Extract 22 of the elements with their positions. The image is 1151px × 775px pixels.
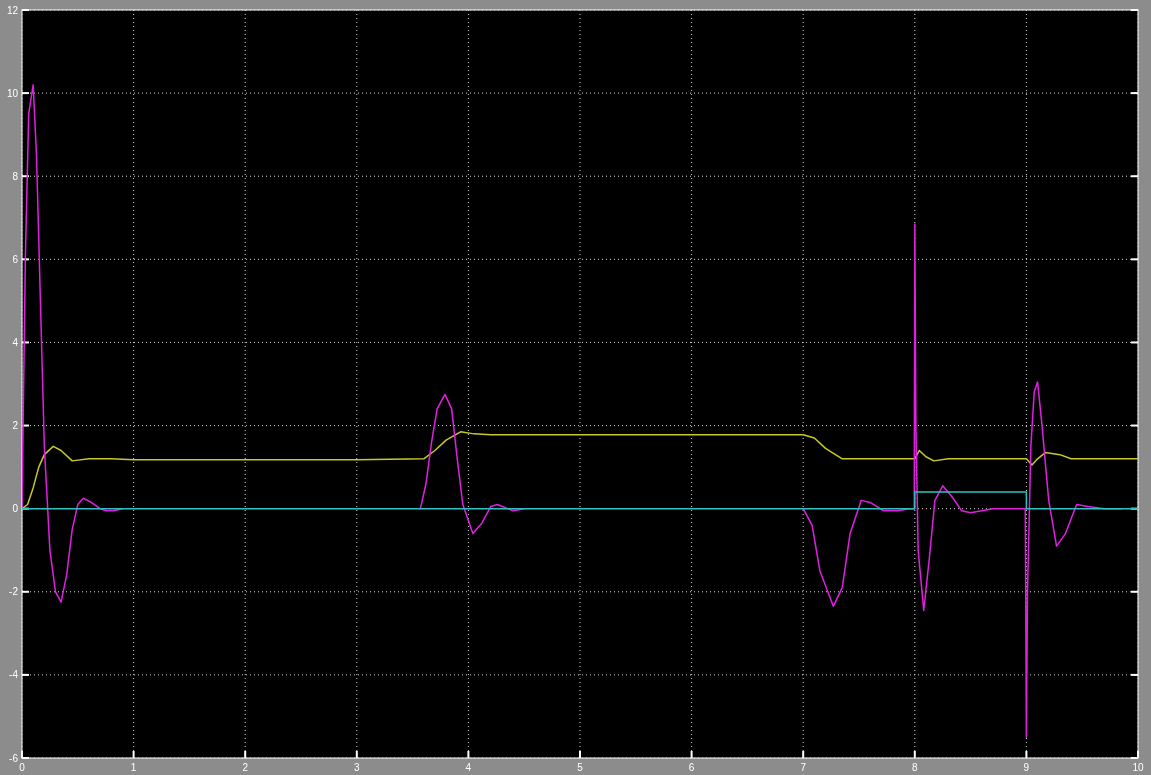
y-tick-label: 6 [12, 253, 19, 265]
x-tick-label: 7 [800, 762, 807, 773]
x-tick-label: 2 [242, 762, 249, 773]
x-tick-label: 5 [577, 762, 584, 773]
y-tick-label: 0 [12, 503, 19, 515]
line-series [22, 431, 1138, 510]
y-tick-label: 12 [6, 4, 19, 16]
x-tick-label: 1 [130, 762, 137, 773]
x-tick-label: 0 [19, 762, 26, 773]
y-tick-label: -4 [9, 669, 19, 681]
x-tick-label: 3 [354, 762, 361, 773]
y-tick-label: 8 [12, 170, 19, 182]
y-tick-label: 4 [12, 336, 19, 348]
y-tick-label: 10 [6, 87, 19, 99]
y-tick-label: 2 [12, 420, 19, 432]
x-tick-label: 6 [688, 762, 695, 773]
y-tick-label: -6 [9, 752, 19, 764]
x-tick-label: 10 [1132, 762, 1144, 773]
x-tick-label: 4 [465, 762, 472, 773]
y-tick-label: -2 [9, 586, 19, 598]
x-tick-label: 8 [912, 762, 919, 773]
x-tick-label: 9 [1023, 762, 1030, 773]
